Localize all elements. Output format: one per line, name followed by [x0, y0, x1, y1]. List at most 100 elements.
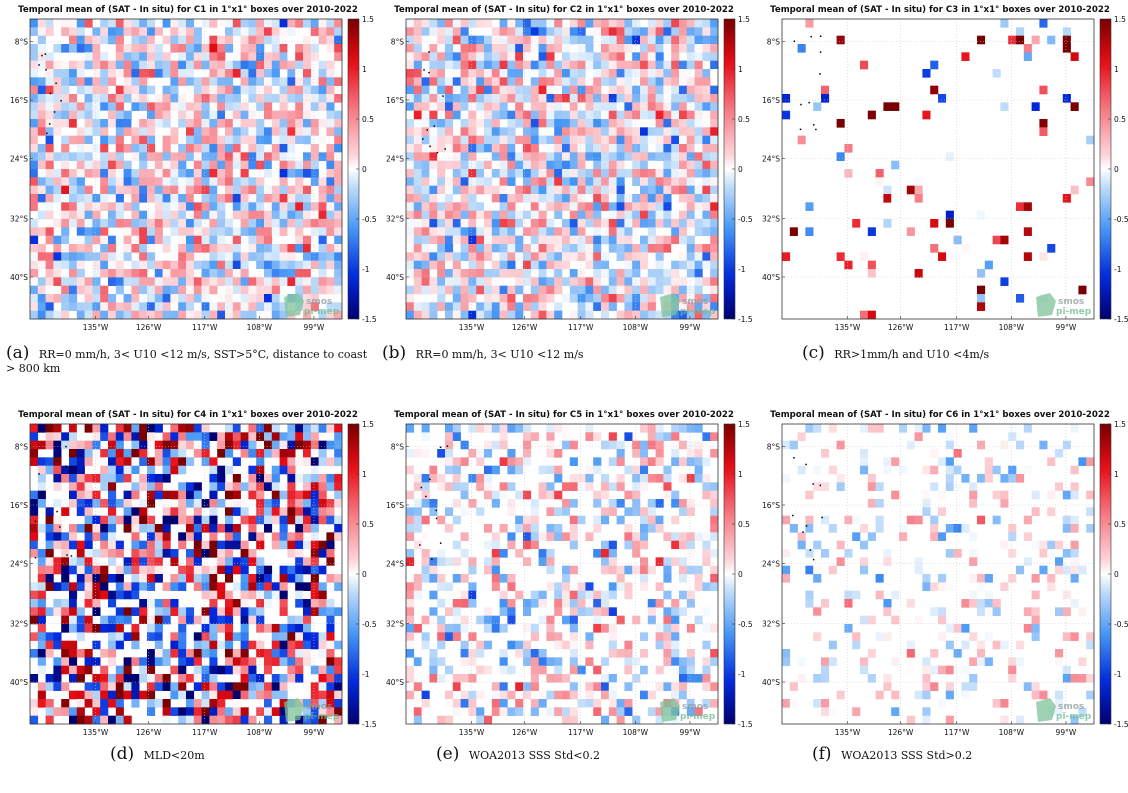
- island-marker: [813, 124, 815, 126]
- heatmap-cell: [334, 194, 342, 203]
- heatmap-cell: [437, 574, 445, 583]
- heatmap-cell: [601, 161, 609, 170]
- x-tick-label: 117°W: [944, 323, 970, 332]
- heatmap-cell: [656, 244, 664, 253]
- heatmap-cell: [539, 102, 547, 111]
- heatmap-cell: [202, 102, 210, 111]
- heatmap-cell: [500, 699, 508, 708]
- heatmap-cell: [116, 94, 124, 103]
- heatmap-cell: [406, 202, 414, 211]
- heatmap-cell: [1000, 19, 1008, 28]
- heatmap-cell: [546, 674, 554, 683]
- colorbar-tick-label: 1.5: [1114, 15, 1126, 24]
- heatmap-cell: [609, 591, 617, 600]
- heatmap-cell: [798, 432, 806, 441]
- heatmap-cell: [194, 36, 202, 45]
- heatmap-cell: [217, 202, 225, 211]
- heatmap-cell: [507, 449, 515, 458]
- heatmap-cell: [30, 507, 38, 516]
- heatmap-cell: [334, 516, 342, 525]
- heatmap-cell: [648, 516, 656, 525]
- heatmap-cell: [178, 252, 186, 261]
- heatmap-cell: [30, 236, 38, 245]
- heatmap-cell: [702, 557, 710, 566]
- heatmap-cell: [422, 261, 430, 270]
- heatmap-cell: [531, 186, 539, 195]
- heatmap-cell: [507, 532, 515, 541]
- heatmap-cell: [562, 194, 570, 203]
- heatmap-cell: [53, 152, 61, 161]
- heatmap-cell: [695, 674, 703, 683]
- heatmap-cell: [209, 707, 217, 716]
- heatmap-cell: [695, 77, 703, 86]
- heatmap-cell: [248, 152, 256, 161]
- heatmap-cell: [241, 69, 249, 78]
- heatmap-cell: [539, 616, 547, 625]
- heatmap-cell: [507, 136, 515, 145]
- heatmap-cell: [209, 119, 217, 128]
- heatmap-cell: [77, 599, 85, 608]
- heatmap-cell: [453, 202, 461, 211]
- heatmap-cell: [437, 36, 445, 45]
- heatmap-cell: [663, 557, 671, 566]
- heatmap-cell: [429, 144, 437, 153]
- heatmap-cell: [648, 311, 656, 320]
- heatmap-cell: [170, 202, 178, 211]
- heatmap-cell: [570, 311, 578, 320]
- heatmap-cell: [100, 144, 108, 153]
- heatmap-cell: [170, 77, 178, 86]
- heatmap-cell: [295, 457, 303, 466]
- x-tick-label: 108°W: [999, 323, 1025, 332]
- heatmap-cell: [280, 227, 288, 236]
- heatmap-cell: [640, 252, 648, 261]
- heatmap-cell: [422, 19, 430, 28]
- heatmap-cell: [507, 424, 515, 433]
- heatmap-cell: [656, 69, 664, 78]
- heatmap-cell: [523, 607, 531, 616]
- heatmap-cell: [124, 186, 132, 195]
- heatmap-cell: [593, 161, 601, 170]
- heatmap-cell: [453, 557, 461, 566]
- heatmap-cell: [264, 211, 272, 220]
- heatmap-cell: [155, 311, 163, 320]
- heatmap-cell: [663, 244, 671, 253]
- heatmap-cell: [562, 691, 570, 700]
- heatmap-cell: [85, 557, 93, 566]
- heatmap-cell: [241, 227, 249, 236]
- heatmap-cell: [414, 36, 422, 45]
- heatmap-cell: [100, 244, 108, 253]
- heatmap-cell: [233, 557, 241, 566]
- heatmap-cell: [225, 136, 233, 145]
- heatmap-cell: [108, 507, 116, 516]
- heatmap-cell: [671, 119, 679, 128]
- heatmap-cell: [1016, 474, 1024, 483]
- heatmap-cell: [515, 94, 523, 103]
- heatmap-cell: [1016, 202, 1024, 211]
- heatmap-cell: [264, 499, 272, 508]
- heatmap-cell: [186, 649, 194, 658]
- heatmap-cell: [429, 219, 437, 228]
- heatmap-cell: [406, 294, 414, 303]
- heatmap-cell: [233, 227, 241, 236]
- heatmap-cell: [186, 616, 194, 625]
- heatmap-cell: [280, 599, 288, 608]
- heatmap-cell: [523, 624, 531, 633]
- heatmap-cell: [186, 111, 194, 120]
- heatmap-cell: [461, 549, 469, 558]
- heatmap-cell: [702, 261, 710, 270]
- heatmap-cell: [702, 641, 710, 650]
- heatmap-cell: [46, 432, 54, 441]
- heatmap-cell: [414, 302, 422, 311]
- heatmap-cell: [640, 582, 648, 591]
- heatmap-cell: [225, 44, 233, 53]
- heatmap-cell: [30, 77, 38, 86]
- heatmap-cell: [624, 202, 632, 211]
- heatmap-cell: [468, 491, 476, 500]
- heatmap-cell: [248, 94, 256, 103]
- heatmap-cell: [414, 286, 422, 295]
- colorbar-tick-label: 1.5: [362, 15, 374, 24]
- heatmap-cell: [593, 269, 601, 278]
- heatmap-cell: [209, 77, 217, 86]
- heatmap-cell: [679, 219, 687, 228]
- heatmap-cell: [287, 674, 295, 683]
